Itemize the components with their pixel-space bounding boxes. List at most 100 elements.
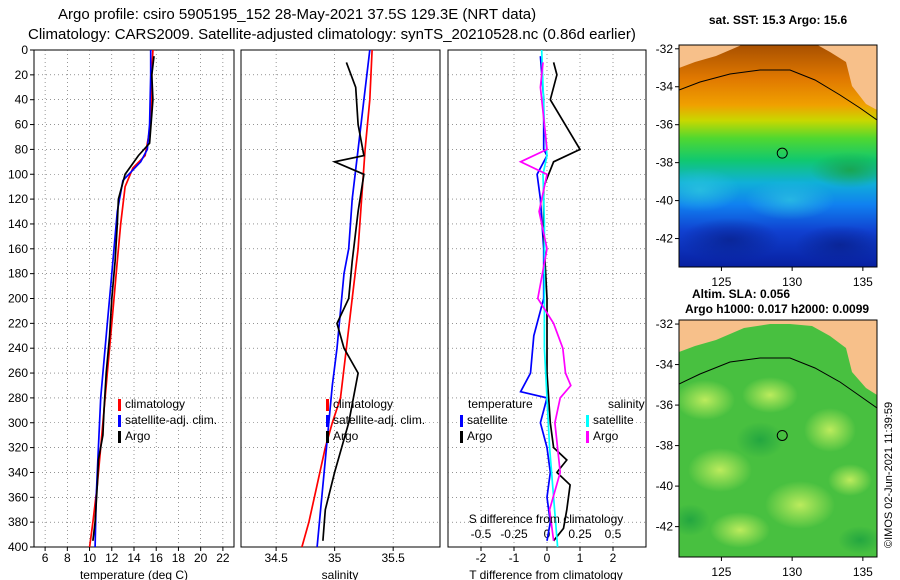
x2-tick-label: -0.25 <box>500 527 528 541</box>
x-tick-label: 0 <box>544 551 551 565</box>
map-x-tick-label: 135 <box>853 275 873 289</box>
map-y-tick-label: -32 <box>656 317 674 331</box>
y-tick-label: 260 <box>8 366 28 380</box>
legend-swatch-sal-argo <box>586 431 589 443</box>
shelf-contour <box>679 69 877 121</box>
land-australia <box>679 45 877 110</box>
header-line-2: Climatology: CARS2009. Satellite-adjuste… <box>28 26 636 43</box>
legend-swatch-argo <box>118 431 121 443</box>
series-climatology <box>301 49 373 548</box>
series-satellite-adj-clim- <box>94 50 152 548</box>
y-tick-label: 300 <box>8 416 28 430</box>
sla-anomaly <box>679 504 710 536</box>
salinity-axes-box <box>240 49 441 548</box>
x2-tick-label: 0 <box>544 527 551 541</box>
x-tick-label: -1 <box>509 551 520 565</box>
legend-label-climatology: climatology <box>125 397 185 411</box>
sst-eddy <box>680 218 780 262</box>
sla-anomaly <box>736 422 784 458</box>
sst-map: sat. SST: 15.3 Argo: 15.6 125 130 135 -32 -3… <box>656 13 878 289</box>
x-tick-label: -2 <box>476 551 487 565</box>
sst-eddy <box>679 168 740 212</box>
legend-label-sal-satellite: satellite <box>593 413 634 427</box>
y-tick-label: 20 <box>15 68 29 82</box>
y-tick-label: 100 <box>8 167 28 181</box>
y-tick-label: 160 <box>8 242 28 256</box>
x-tick-label: 34.5 <box>264 551 288 565</box>
sst-eddy <box>795 225 877 265</box>
map-y-tick-label: -40 <box>656 194 674 208</box>
sst-map-title: sat. SST: 15.3 Argo: 15.6 <box>709 13 848 27</box>
y-tick-label: 120 <box>8 192 28 206</box>
x-tick-label: 1 <box>577 551 584 565</box>
legend-label-satellite-adj: satellite-adj. clim. <box>333 413 425 427</box>
sla-map: Altim. SLA: 0.056 Argo h1000: 0.017 h200… <box>656 287 878 579</box>
x-tick-label: 2 <box>610 551 617 565</box>
legend-swatch-argo <box>326 431 329 443</box>
y-tick-label: 360 <box>8 490 28 504</box>
y-tick-label: 380 <box>8 515 28 529</box>
legend-swatch-temp-satellite <box>460 415 463 427</box>
argo-float-marker <box>776 147 788 159</box>
sla-anomaly <box>804 408 856 452</box>
y-tick-label: 340 <box>8 465 28 479</box>
series-satellite-adj-clim- <box>316 49 371 548</box>
legend-title-temperature: temperature <box>468 397 533 411</box>
map-y-tick-label: -42 <box>656 520 674 534</box>
x-tick-label: 10 <box>83 551 97 565</box>
legend-swatch-temp-argo <box>460 431 463 443</box>
legend-label-satellite-adj: satellite-adj. clim. <box>125 413 217 427</box>
y-tick-label: 60 <box>15 118 29 132</box>
legend-swatch-climatology <box>118 399 121 411</box>
map-x-tick-label: 135 <box>853 565 873 579</box>
sst-map-frame <box>678 44 878 268</box>
map-y-tick-label: -32 <box>656 42 674 56</box>
map-y-tick-label: -36 <box>656 118 674 132</box>
imos-credit: ©IMOS 02-Jun-2021 11:39:59 <box>883 402 895 548</box>
map-x-tick-label: 125 <box>711 275 731 289</box>
map-y-tick-label: -38 <box>656 439 674 453</box>
series-argo <box>322 62 365 541</box>
x-tick-label: 6 <box>42 551 49 565</box>
sla-anomaly <box>742 377 798 413</box>
x2-tick-label: 0.5 <box>605 527 622 541</box>
legend-swatch-satellite-adj <box>326 415 329 427</box>
legend-swatch-sal-satellite <box>586 415 589 427</box>
sla-anomaly <box>688 448 752 492</box>
series-salinity-argo <box>518 62 572 541</box>
series-temperature-argo <box>542 62 582 542</box>
sla-map-frame <box>678 319 878 558</box>
y-tick-label: 0 <box>21 43 28 57</box>
sla-anomaly <box>828 464 872 496</box>
sla-anomaly <box>679 380 735 420</box>
shelf-contour <box>679 357 877 409</box>
map-y-tick-label: -34 <box>656 80 674 94</box>
x-tick-label: 20 <box>194 551 208 565</box>
legend-label-sal-argo: Argo <box>593 429 619 443</box>
series-argo <box>92 56 155 541</box>
x-tick-label: 22 <box>216 551 230 565</box>
series-temperature-satellite <box>519 56 552 541</box>
sla-anomaly <box>710 512 770 548</box>
y-tick-label: 220 <box>8 316 28 330</box>
legend-swatch-climatology <box>326 399 329 411</box>
legend-label-argo: Argo <box>333 429 359 443</box>
sla-map-title: Altim. SLA: 0.056 <box>692 287 790 301</box>
difference-legend: temperature salinity satellite Argo sate… <box>460 397 645 443</box>
land-australia <box>679 320 877 395</box>
salinity-panel: 34.5 35 35.5 salinity climatology satellit… <box>240 49 441 580</box>
map-x-tick-label: 130 <box>782 565 802 579</box>
y-tick-label: 400 <box>8 540 28 554</box>
header-line-1: Argo profile: csiro 5905195_152 28-May-2… <box>58 6 536 23</box>
salinity-legend: climatology satellite-adj. clim. Argo <box>326 397 425 443</box>
y-tick-label: 200 <box>8 292 28 306</box>
difference-panel: -2 -1 0 1 2 -0.5 -0.25 0 0.25 0.5 T difference fr… <box>447 49 647 580</box>
y-tick-label: 280 <box>8 391 28 405</box>
sst-eddy <box>745 180 835 220</box>
x-tick-label: 18 <box>172 551 186 565</box>
legend-label-temp-argo: Argo <box>467 429 493 443</box>
map-y-tick-label: -34 <box>656 358 674 372</box>
map-y-tick-label: -36 <box>656 398 674 412</box>
salinity-xlabel: salinity <box>322 568 359 580</box>
